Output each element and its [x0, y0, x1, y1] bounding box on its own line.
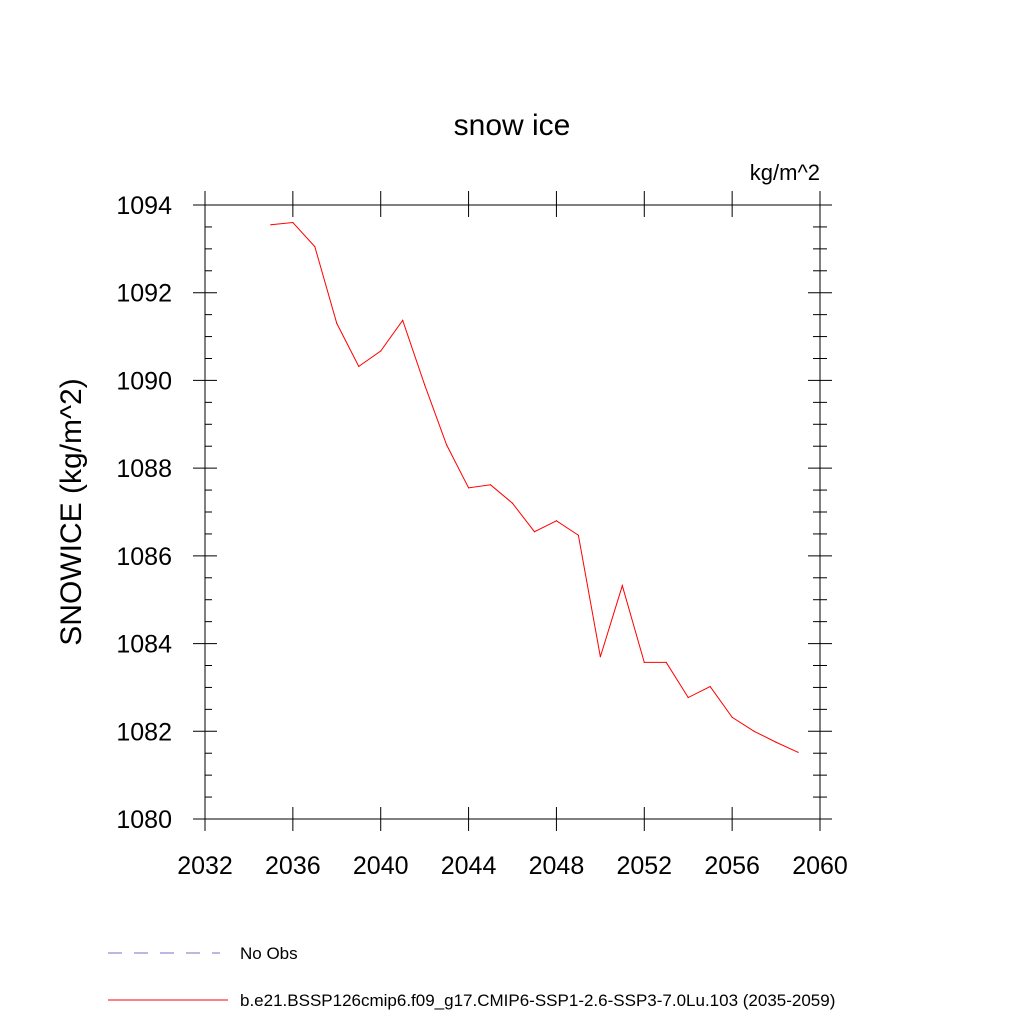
data-point — [621, 585, 623, 587]
data-point — [380, 350, 382, 352]
data-point — [336, 322, 338, 325]
data-point — [731, 716, 733, 718]
x-tick-label: 2060 — [792, 852, 848, 880]
legend-label-model: b.e21.BSSP126cmip6.f09_g17.CMIP6-SSP1-2.… — [240, 991, 835, 1010]
data-point — [314, 246, 316, 248]
axis-ticks — [193, 191, 832, 831]
data-point — [446, 444, 448, 446]
data-point — [775, 741, 777, 743]
series-line — [270, 222, 799, 753]
y-tick-label: 1086 — [116, 543, 172, 571]
y-tick-label: 1080 — [116, 806, 172, 834]
data-point — [292, 221, 294, 224]
x-tick-labels: 2032 2036 2040 2044 2048 2052 2056 2060 — [177, 852, 848, 880]
y-tick-label: 1082 — [116, 718, 172, 746]
y-tick-label: 1094 — [116, 192, 172, 220]
data-point — [424, 384, 426, 386]
legend-label-no-obs: No Obs — [240, 944, 298, 963]
x-tick-label: 2052 — [616, 852, 672, 880]
data-point — [467, 487, 470, 489]
data-point — [533, 531, 536, 533]
y-tick-label: 1084 — [116, 631, 172, 659]
data-point — [402, 319, 404, 321]
y-axis-label: SNOWICE (kg/m^2) — [55, 378, 88, 645]
data-point — [489, 484, 492, 486]
data-point — [358, 365, 360, 367]
x-tick-label: 2036 — [265, 852, 321, 880]
data-point — [643, 661, 645, 664]
data-point — [270, 224, 272, 226]
series-group — [270, 221, 799, 753]
y-tick-labels: 1080 1082 1084 1086 1088 1090 1092 1094 — [116, 192, 172, 834]
plot-frame — [204, 204, 821, 820]
legend: No Obs b.e21.BSSP126cmip6.f09_g17.CMIP6-… — [108, 944, 835, 1010]
data-point — [687, 696, 689, 699]
y-tick-label: 1090 — [116, 367, 172, 395]
y-tick-label: 1088 — [116, 455, 172, 483]
x-tick-label: 2056 — [704, 852, 760, 880]
data-point — [577, 534, 579, 536]
units-label: kg/m^2 — [750, 160, 820, 185]
chart-title: snow ice — [454, 109, 571, 142]
y-tick-label: 1092 — [116, 280, 172, 308]
x-tick-label: 2048 — [529, 852, 585, 880]
x-tick-label: 2040 — [353, 852, 409, 880]
data-point — [797, 751, 799, 753]
data-point — [709, 685, 711, 688]
data-point — [555, 520, 558, 522]
x-tick-label: 2032 — [177, 852, 233, 880]
data-point — [753, 730, 755, 732]
data-point — [511, 502, 514, 504]
data-point — [665, 661, 667, 664]
data-point — [599, 656, 601, 658]
x-tick-label: 2044 — [441, 852, 497, 880]
